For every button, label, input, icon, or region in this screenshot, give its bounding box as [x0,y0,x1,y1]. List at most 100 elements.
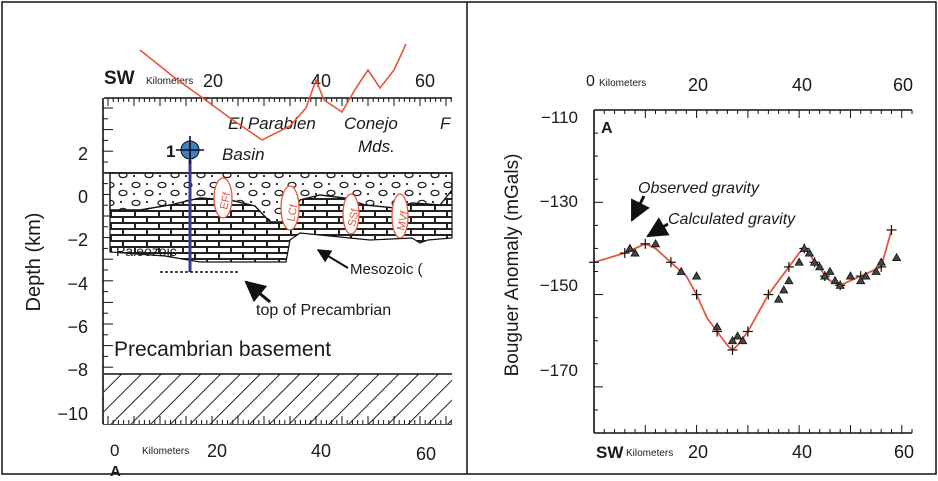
legend-observed-arrow [630,195,650,222]
fault-lcf-label: LCf [285,202,300,222]
y-tick-170: −170 [540,361,578,380]
legend-calculated-label: Calculated gravity [668,211,796,228]
depth-tick-minus10: −10 [57,404,88,424]
depth-axis-ticks [103,107,113,422]
calculated-gravity-point [886,224,897,235]
observed-gravity-point [630,248,640,257]
well-number: 1 [166,142,175,161]
panel-letter-a: A [601,120,613,137]
observed-gravity-point [871,266,881,275]
fault-ssf-label: SSf [346,207,362,228]
depth-axis-label: Depth (km) [23,213,45,312]
observed-gravity-point [691,271,702,280]
right-bottom-direction: SW [596,443,624,462]
right-top-tick-60: 60 [893,75,913,95]
observed-gravity-point [809,257,820,266]
label-top-precambrian: top of Precambrian [256,302,391,319]
mesozoic-arrow [316,249,349,269]
direction-label-sw: SW [104,68,135,89]
top-axis-ticks [107,98,452,106]
calculated-gravity-point [619,248,630,259]
mesozoic-unit [109,187,453,263]
observed-gravity-point [891,252,902,262]
gravity-axis-ticks [593,109,913,434]
right-top-tick-40: 40 [792,75,812,95]
gravity-data-layer [589,224,902,355]
overlay-gravity-curve [139,43,407,141]
calculated-gravity-point [783,261,794,272]
observed-gravity-point [625,243,635,252]
top-axis-tick-20: 20 [203,71,223,91]
fault-mvf-label: MVf [395,209,411,232]
label-paleozoic: Paleozoic [116,243,177,259]
cross-section-panel: SW Kilometers 20 40 60 2 0 −2 −4 −6 −8 −… [23,43,453,480]
y-tick-110: −110 [541,108,578,127]
place-basin: Basin [222,145,265,164]
observed-gravity-point [779,285,789,294]
observed-gravity-point [835,280,845,289]
observed-gravity-point [814,262,825,271]
gravity-panel: 0 Kilometers 20 40 60 −110 −130 −150 −17… [502,73,914,462]
bottom-axis-tick-20: 20 [207,441,227,461]
bottom-axis-tick-40: 40 [311,441,331,461]
bottom-axis-ticks [107,416,452,424]
calculated-gravity-point [742,326,753,337]
right-bottom-tick-40: 40 [792,442,812,462]
right-top-axis-unit: Kilometers [599,78,646,89]
observed-gravity-point [676,266,686,275]
depth-tick-2: 2 [78,144,88,164]
right-bottom-tick-20: 20 [688,442,708,462]
observed-gravity-point [794,257,804,266]
basement-hatch [104,374,452,424]
observed-gravity-point [799,243,809,252]
bottom-axis-unit: Kilometers [142,446,189,457]
place-f: F [440,114,452,133]
right-bottom-axis-unit: Kilometers [626,448,673,459]
place-mds: Mds. [358,137,395,156]
right-top-tick-20: 20 [688,75,708,95]
right-bottom-tick-60: 60 [894,442,914,462]
observed-gravity-point [784,275,794,285]
observed-gravity-point [861,271,871,280]
observed-gravity-point [773,294,784,303]
calculated-gravity-point [691,289,702,300]
depth-tick-minus4: −4 [67,274,88,294]
calculated-gravity-point [589,257,599,268]
bottom-axis-tick-60: 60 [416,444,436,464]
observed-gravity-point [732,331,743,340]
y-tick-150: −150 [540,276,578,295]
well-symbol-icon [176,136,204,164]
calculated-gravity-point [727,344,738,355]
calculated-gravity-point [665,257,676,268]
bottom-axis-letter: A [110,463,121,476]
calculated-gravity-point [640,238,651,249]
top-axis-tick-0: 0 [586,73,595,90]
label-mesozoic: Mesozoic ( [350,261,423,278]
observed-gravity-point [820,271,830,280]
fault-ssf-marker [342,193,360,235]
depth-tick-minus6: −6 [67,317,88,337]
depth-tick-minus2: −2 [67,230,88,250]
top-axis-tick-40: 40 [311,71,331,91]
observed-gravity-point [830,275,840,285]
observed-gravity-point [727,335,738,345]
observed-gravity-point [876,257,886,266]
legend-observed-label: Observed gravity [638,180,760,197]
observed-gravity-point [856,275,866,285]
bottom-axis-tick-0: 0 [110,441,119,460]
basin-conglomerate [109,172,453,223]
fault-eff-marker [213,177,233,219]
fault-lcf-marker [280,185,300,231]
label-precambrian-basement: Precambrian basement [114,338,331,361]
observed-gravity-point [845,271,856,280]
calculated-gravity-point [763,289,774,300]
observed-gravity-point [738,335,748,345]
place-el-parabien: El Parabien [228,114,316,133]
fault-eff-label: EFf [218,190,233,210]
legend-calculated-arrow [646,217,670,238]
top-axis-unit: Kilometers [146,76,193,87]
observed-gravity-point [650,239,661,248]
top-axis-tick-60: 60 [415,71,435,91]
